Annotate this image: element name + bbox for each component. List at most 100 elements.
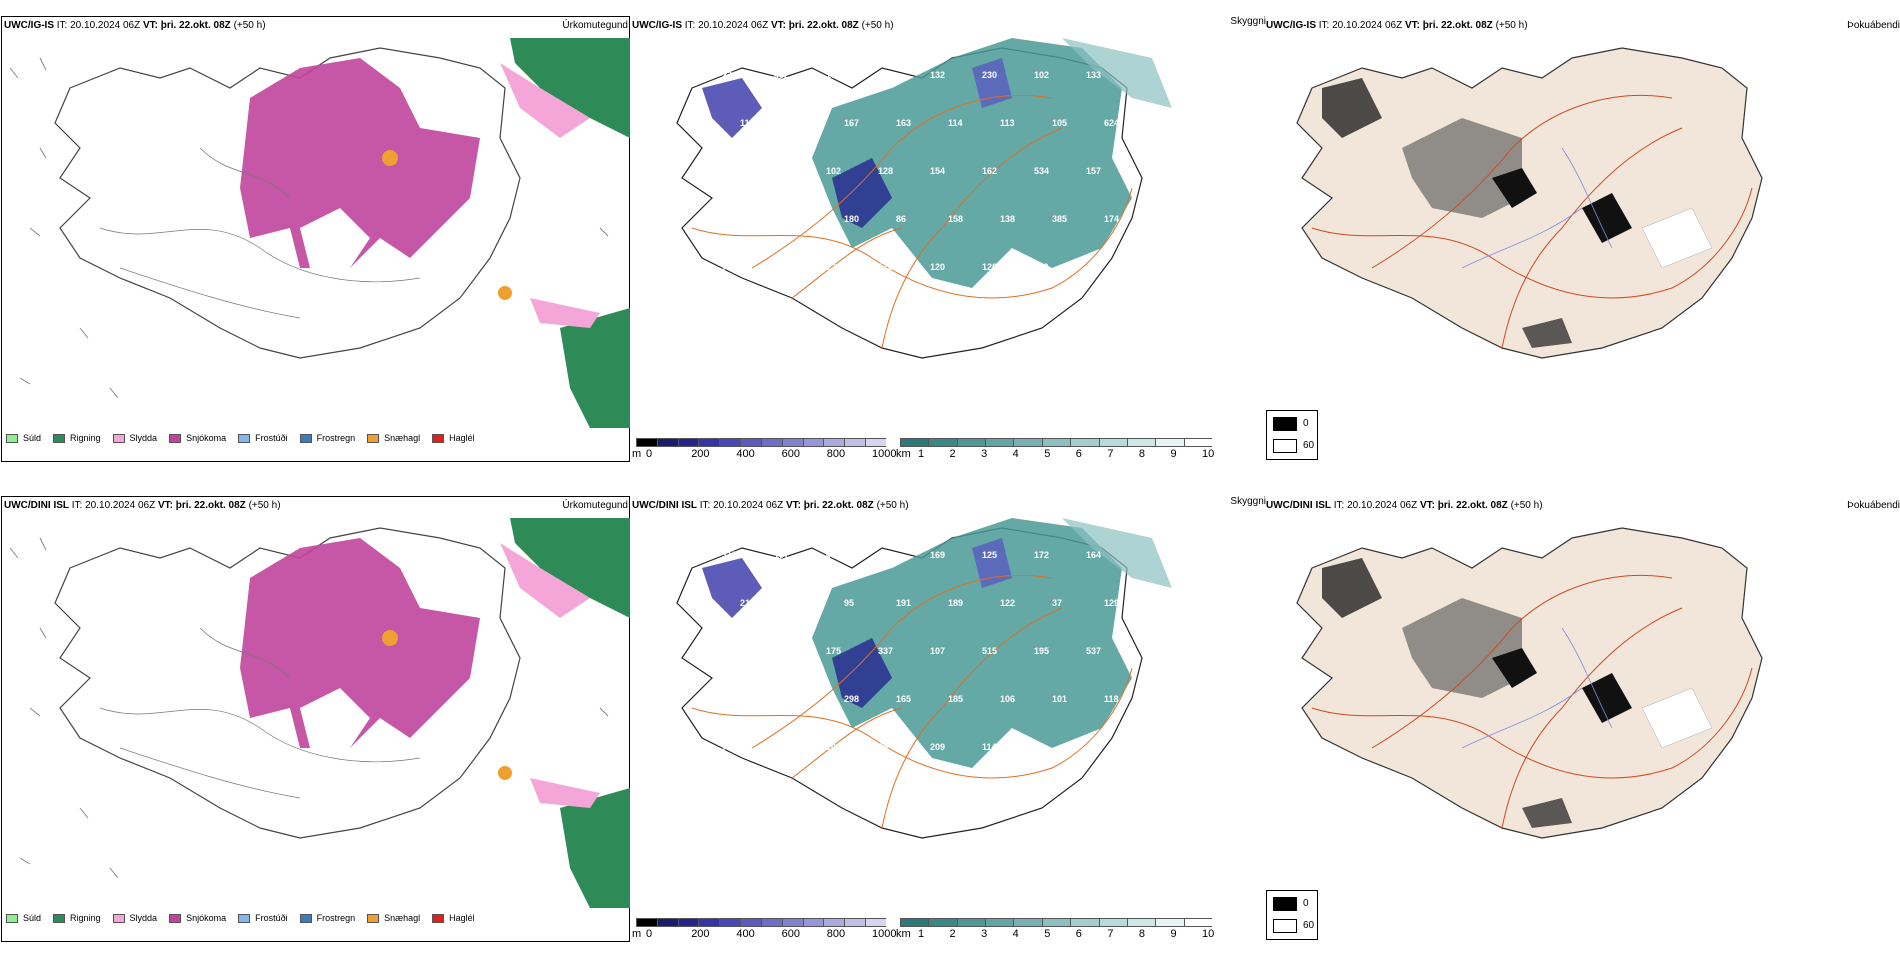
legend-label: Snjókoma (186, 433, 227, 443)
legend-label: Rigning (70, 433, 101, 443)
clear-area (1641, 687, 1713, 749)
valid-time: þri. 22.okt. 08Z (160, 20, 231, 31)
sleet-area (500, 63, 590, 138)
colorbar-segment (865, 918, 886, 927)
legend-swatch (367, 433, 380, 443)
road-network (691, 575, 1133, 829)
colorbar-segment (1041, 918, 1071, 927)
legend-item: Snjókoma (169, 433, 226, 443)
road-network (1311, 575, 1753, 829)
colorbar-segment (956, 918, 986, 927)
visibility-panel-title: Skyggni (1230, 16, 1266, 27)
legend-item: Súld (6, 913, 41, 923)
legend-item: Slydda (112, 433, 157, 443)
no-precip-area (300, 208, 370, 268)
visibility-value-label: 133 (1086, 70, 1101, 80)
visibility-value-label: 746 (722, 646, 737, 656)
visibility-value-label: 100 (826, 742, 841, 752)
elevation-colorbar (636, 918, 886, 932)
legend-swatch (432, 913, 445, 923)
panel-header: UWC/IG-IS IT: 20.10.2024 06Z VT: þri. 22… (1266, 20, 1528, 31)
fog-dense-area (1582, 673, 1632, 723)
fog-legend-swatch (1273, 897, 1297, 911)
fog-panel-title: Þokuábendi (1847, 20, 1900, 31)
colorbar-tick: 400 (736, 448, 755, 460)
visibility-value-label: 976 (878, 70, 893, 80)
visibility-value-label: 158 (948, 214, 963, 224)
colorbar-segment (1155, 918, 1184, 927)
init-time: 20.10.2024 06Z (713, 500, 784, 511)
visibility-value-label: 157 (1086, 166, 1101, 176)
colorbar-segment (760, 918, 782, 927)
vt-label: VT: (157, 500, 173, 511)
model-name: UWC/DINI ISL (1266, 500, 1331, 511)
legend-swatch (299, 913, 312, 923)
visibility-value-label: 138 (1000, 214, 1015, 224)
colorbar-tick: 600 (781, 928, 800, 940)
colorbar-tick: 6 (1075, 928, 1082, 940)
fog-legend: 0 60 (1266, 410, 1318, 460)
model-name: UWC/IG-IS (4, 20, 54, 31)
colorbar-segment (844, 438, 866, 447)
visibility-panel-title: Skyggni (1230, 496, 1266, 507)
visibility-value-label: 515 (982, 646, 997, 656)
legend-item: Haglél (432, 433, 475, 443)
legend-label: Snæhagl (384, 913, 421, 923)
fog-map (1296, 527, 1763, 839)
visibility-gradient (1062, 518, 1172, 588)
visibility-gradient (1062, 38, 1172, 108)
legend-swatch (169, 433, 182, 443)
model-name: UWC/IG-IS (1266, 20, 1316, 31)
visibility-value-label: 385 (1052, 214, 1067, 224)
visibility-value-label: 126 (982, 262, 997, 272)
legend-swatch (238, 913, 251, 923)
fog-dense-area (1492, 168, 1537, 208)
fog-legend-label: 0 (1303, 418, 1309, 429)
visibility-value-label: 101 (1052, 694, 1067, 704)
colorbar-tick: 7 (1107, 928, 1114, 940)
visibility-colorbar (900, 438, 1212, 452)
colorbar-segment (719, 918, 741, 927)
visibility-value-label: 170 (878, 262, 893, 272)
legend-swatch (432, 433, 445, 443)
hail-spot (498, 766, 512, 780)
lead-time: (+50 h) (1495, 20, 1528, 31)
vt-label: VT: (142, 20, 158, 31)
legend-swatch (112, 913, 125, 923)
legend-label: Frostregn (316, 913, 356, 923)
visibility-value-label: 189 (948, 598, 963, 608)
visibility-value-label: 209 (930, 742, 945, 752)
colorbar-segment (760, 438, 782, 447)
colorbar-segment (636, 918, 657, 927)
panel-header: UWC/IG-IS IT: 20.10.2024 06Z VT: þri. 22… (632, 20, 894, 31)
visibility-value-label: 120 (930, 262, 945, 272)
fog-indicator-panel: UWC/IG-IS IT: 20.10.2024 06Z VT: þri. 22… (1262, 0, 1900, 480)
colorbar-segment (656, 918, 678, 927)
colorbar-tick: 6 (1075, 448, 1082, 460)
visibility-value-label: 337 (878, 646, 893, 656)
colorbar-tick: 9 (1170, 928, 1177, 940)
colorbar-tick: 3 (981, 928, 988, 940)
visibility-value-label: 216 (740, 598, 755, 608)
model-name: UWC/IG-IS (632, 20, 682, 31)
fog-panel-title: Þokuábendi (1847, 500, 1900, 511)
colorbar-segment (781, 918, 803, 927)
colorbar-tick: 8 (1138, 928, 1145, 940)
legend-item: Frostregn (299, 913, 356, 923)
colorbar-unit: m (632, 448, 642, 460)
low-visibility-area (812, 518, 1132, 768)
forecast-row: UWC/DINI ISL IT: 20.10.2024 06Z VT: þri.… (0, 480, 1900, 960)
visibility-value-label: 162 (982, 166, 997, 176)
colorbar-tick: 1000 (872, 448, 897, 460)
lead-time: (+50 h) (248, 500, 281, 511)
visibility-value-label: 191 (896, 598, 911, 608)
iceland-outline (1296, 527, 1763, 839)
colorbar-segment (823, 438, 845, 447)
visibility-value-label: 134 (1086, 262, 1101, 272)
colorbar-segment (781, 438, 803, 447)
lead-time: (+50 h) (861, 20, 894, 31)
visibility-value-label: 11 (740, 118, 750, 128)
vt-label: VT: (1404, 20, 1420, 31)
colorbar-tick: 7 (1107, 448, 1114, 460)
valid-time: þri. 22.okt. 08Z (803, 500, 874, 511)
